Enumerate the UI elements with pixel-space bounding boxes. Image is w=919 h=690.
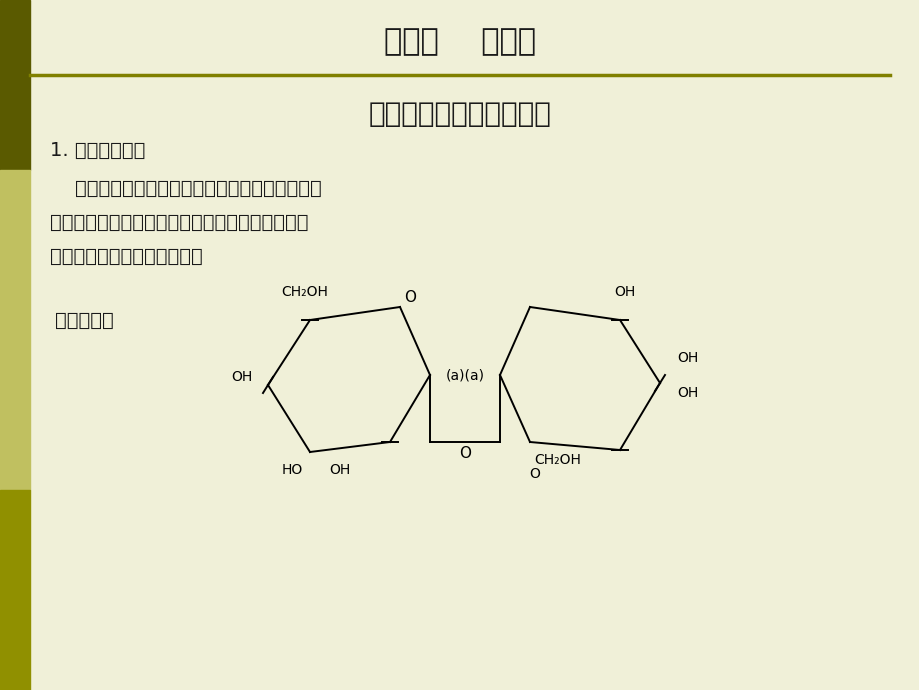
Text: 一、海藻糖的定义和特性: 一、海藻糖的定义和特性 bbox=[369, 100, 550, 128]
Bar bbox=[0, 0, 30, 170]
Text: OH: OH bbox=[614, 285, 635, 299]
Text: 非还原性双糖，不同于一般的双糖，海藻糖不带有: 非还原性双糖，不同于一般的双糖，海藻糖不带有 bbox=[50, 213, 308, 232]
Bar bbox=[0, 490, 30, 690]
Text: OH: OH bbox=[676, 351, 698, 365]
Text: 1. 海藻糖的定义: 1. 海藻糖的定义 bbox=[50, 141, 145, 159]
Text: (a)(a): (a)(a) bbox=[445, 368, 484, 382]
Text: 游离醛基，具有化学稳定性。: 游离醛基，具有化学稳定性。 bbox=[50, 246, 202, 266]
Bar bbox=[0, 170, 30, 490]
Text: OH: OH bbox=[231, 370, 253, 384]
Text: 第一节    海藻糖: 第一节 海藻糖 bbox=[383, 28, 536, 57]
Text: CH₂OH: CH₂OH bbox=[534, 453, 581, 467]
Text: O: O bbox=[529, 467, 539, 481]
Text: OH: OH bbox=[676, 386, 698, 400]
Text: OH: OH bbox=[329, 463, 350, 477]
Text: O: O bbox=[403, 290, 415, 304]
Text: CH₂OH: CH₂OH bbox=[281, 285, 328, 299]
Text: O: O bbox=[459, 446, 471, 462]
Text: 分子式为：: 分子式为： bbox=[55, 310, 114, 330]
Text: 海藻糖是广泛存在于动植物和微生物中，是一种: 海藻糖是广泛存在于动植物和微生物中，是一种 bbox=[50, 179, 322, 197]
Text: HO: HO bbox=[281, 463, 302, 477]
